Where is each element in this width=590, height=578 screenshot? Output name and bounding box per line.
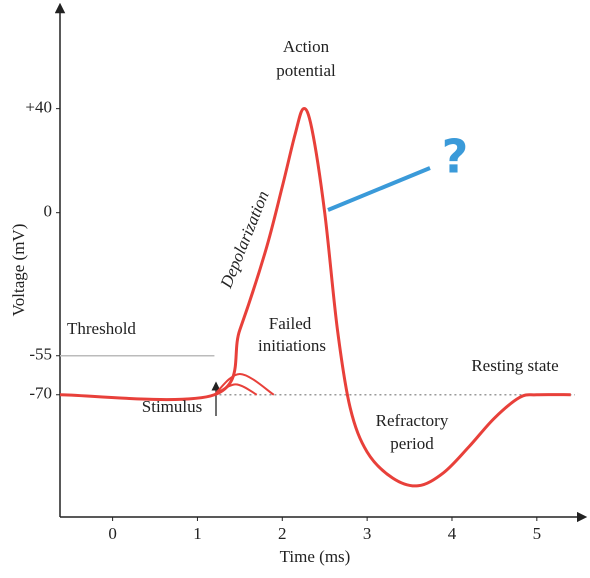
annotation: Refractory (376, 411, 449, 430)
x-axis-label: Time (ms) (280, 547, 351, 566)
y-tick-label: 0 (44, 202, 53, 221)
annotation: Failed (269, 314, 312, 333)
y-tick-label: -70 (29, 384, 52, 403)
x-tick-label: 0 (108, 524, 117, 543)
pointer-line (327, 166, 431, 212)
y-tick-label: +40 (25, 98, 52, 117)
x-tick-label: 1 (193, 524, 202, 543)
line-series (213, 372, 275, 396)
annotation: ? (442, 130, 469, 184)
x-tick-label: 3 (363, 524, 372, 543)
reference-label: Threshold (67, 319, 136, 338)
annotation: potential (276, 61, 336, 80)
y-tick-label: -55 (29, 345, 52, 364)
annotation: Stimulus (142, 397, 202, 416)
x-tick-label: 5 (533, 524, 542, 543)
annotation: Action (283, 37, 330, 56)
annotation: period (390, 434, 434, 453)
reference-label: Resting state (471, 356, 558, 375)
x-tick-label: 4 (448, 524, 457, 543)
y-axis-label: Voltage (mV) (9, 224, 28, 317)
line-series (59, 107, 571, 488)
annotation: initiations (258, 336, 326, 355)
line-series (213, 383, 258, 396)
x-tick-label: 2 (278, 524, 287, 543)
annotation: Depolarization (216, 188, 273, 292)
